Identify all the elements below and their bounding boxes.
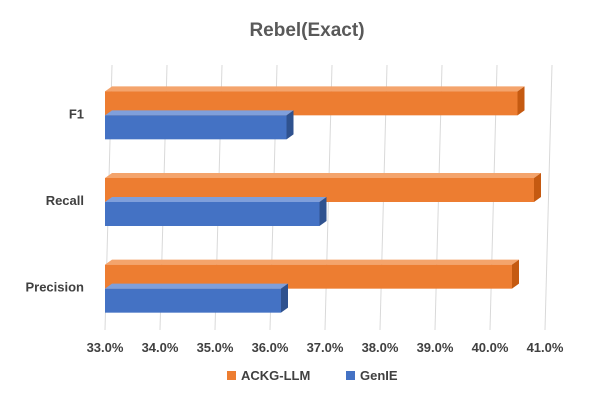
bar-top-face bbox=[105, 283, 288, 289]
x-tick-label: 37.0% bbox=[307, 340, 344, 355]
bar-top-face bbox=[105, 197, 327, 202]
bar-side-face bbox=[286, 110, 294, 140]
x-tick-label: 38.0% bbox=[362, 340, 399, 355]
bar-genie-recall bbox=[105, 197, 327, 226]
bar-genie-f1 bbox=[105, 110, 294, 140]
bar-side-face bbox=[281, 283, 288, 313]
legend-label: GenIE bbox=[360, 368, 398, 383]
bar-front-face bbox=[105, 115, 287, 140]
x-tick-label: 34.0% bbox=[142, 340, 179, 355]
category-label-precision: Precision bbox=[25, 280, 84, 295]
bar-top-face bbox=[105, 86, 525, 92]
chart-title: Rebel(Exact) bbox=[249, 20, 364, 41]
legend: ACKG-LLM GenIE bbox=[227, 368, 398, 383]
category-labels: F1 Recall Precision bbox=[25, 106, 84, 294]
legend-swatch bbox=[346, 371, 355, 380]
gridline bbox=[544, 64, 553, 331]
legend-item-ackg-llm: ACKG-LLM bbox=[227, 368, 310, 383]
x-tick-label: 36.0% bbox=[252, 340, 289, 355]
x-tick-label: 40.0% bbox=[472, 340, 509, 355]
x-tick-label: 41.0% bbox=[527, 340, 564, 355]
legend-item-genie: GenIE bbox=[346, 368, 398, 383]
legend-label: ACKG-LLM bbox=[241, 368, 310, 383]
bars bbox=[105, 86, 541, 313]
bar-top-face bbox=[105, 110, 294, 116]
x-tick-label: 39.0% bbox=[417, 340, 454, 355]
legend-swatch bbox=[227, 371, 236, 380]
category-label-f1: F1 bbox=[69, 106, 84, 121]
bar-side-face bbox=[534, 173, 541, 202]
bar-side-face bbox=[512, 259, 519, 289]
bar-genie-precision bbox=[105, 283, 288, 313]
bar-top-face bbox=[105, 259, 519, 265]
bar-front-face bbox=[105, 288, 281, 313]
bar-top-face bbox=[105, 173, 541, 178]
bar-ackg-llm-precision bbox=[105, 259, 519, 289]
x-tick-label: 35.0% bbox=[197, 340, 234, 355]
x-tick-labels: 33.0% 34.0% 35.0% 36.0% 37.0% 38.0% 39.0% 40.0%… bbox=[87, 340, 564, 355]
category-label-recall: Recall bbox=[46, 193, 84, 208]
bar-side-face bbox=[319, 197, 327, 226]
bar-side-face bbox=[517, 86, 525, 116]
x-tick-label: 33.0% bbox=[87, 340, 124, 355]
bar-front-face bbox=[105, 202, 320, 226]
